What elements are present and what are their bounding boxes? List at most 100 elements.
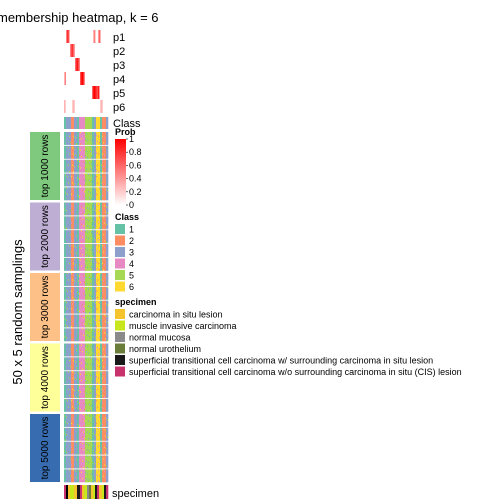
sampling-cell <box>71 153 73 155</box>
sampling-cell <box>96 133 98 135</box>
sampling-cell <box>93 211 95 213</box>
sampling-cell <box>105 179 107 182</box>
sampling-cell <box>102 251 104 254</box>
sampling-cell <box>86 184 88 187</box>
sampling-cell <box>99 246 101 249</box>
sampling-cell <box>66 213 68 216</box>
sampling-cell <box>83 157 85 159</box>
sampling-cell <box>85 164 87 167</box>
sampling-cell <box>87 177 89 179</box>
sampling-cell <box>65 275 67 278</box>
sampling-cell <box>104 193 106 196</box>
sampling-cell <box>101 250 103 252</box>
sampling-cell <box>87 260 89 262</box>
sampling-cell <box>103 264 105 266</box>
sampling-cell <box>67 148 69 150</box>
membership-cell-p6 <box>96 100 98 113</box>
sampling-cell <box>91 275 93 278</box>
sampling-cell <box>82 205 84 207</box>
sampling-cell <box>104 149 106 152</box>
sampling-cell <box>97 150 99 153</box>
sampling-cell <box>99 225 101 227</box>
sampling-cell <box>81 134 83 137</box>
sampling-cell <box>84 240 86 242</box>
sampling-cell <box>83 255 85 257</box>
sampling-cell <box>87 230 89 232</box>
sampling-cell <box>95 230 97 232</box>
sampling-cell <box>82 210 84 212</box>
sampling-cell <box>66 197 68 200</box>
sampling-cell <box>88 189 90 192</box>
sampling-cell <box>70 232 72 235</box>
sampling-cell <box>96 167 98 169</box>
sampling-cell <box>77 177 79 179</box>
sampling-cell <box>80 267 82 270</box>
sampling-cell <box>101 193 103 196</box>
sampling-cell <box>86 274 88 276</box>
sampling-cell <box>80 222 82 225</box>
sampling-cell <box>84 181 86 183</box>
sampling-cell <box>69 269 71 271</box>
sampling-cell <box>78 233 80 236</box>
sampling-cell <box>104 239 106 241</box>
sampling-cell <box>92 276 94 279</box>
sampling-cell <box>85 233 87 236</box>
sampling-cell <box>68 257 70 260</box>
sampling-cell <box>74 143 76 145</box>
sampling-cell <box>86 167 88 169</box>
sampling-cell <box>65 207 67 210</box>
sampling-cell <box>89 233 91 236</box>
sampling-cell <box>64 235 66 237</box>
sampling-cell <box>107 257 109 260</box>
sampling-cell <box>98 153 100 155</box>
sampling-cell <box>78 259 80 261</box>
sampling-cell <box>91 278 93 280</box>
sampling-cell <box>83 198 85 201</box>
sampling-cell <box>95 257 97 260</box>
sampling-cell <box>104 142 106 144</box>
sampling-cell <box>68 145 70 148</box>
sampling-cell <box>84 208 86 211</box>
sampling-cell <box>96 261 98 264</box>
sampling-cell <box>96 145 98 148</box>
sampling-cell <box>66 148 68 150</box>
sampling-cell <box>80 279 82 281</box>
sampling-cell <box>78 210 80 212</box>
sampling-cell <box>94 194 96 197</box>
sampling-cell <box>71 181 73 183</box>
sampling-cell <box>92 167 94 169</box>
sampling-cell <box>66 132 68 134</box>
sampling-cell <box>65 178 67 181</box>
sampling-cell <box>97 155 99 158</box>
sampling-cell <box>71 266 73 269</box>
sampling-cell <box>105 160 107 163</box>
sampling-cell <box>84 193 86 196</box>
sampling-cell <box>68 137 70 139</box>
sampling-cell <box>80 266 82 269</box>
sampling-cell <box>94 171 96 173</box>
sampling-cell <box>100 154 102 157</box>
sampling-cell <box>64 149 66 152</box>
sampling-cell <box>107 244 109 246</box>
sampling-cell <box>76 171 78 173</box>
sampling-cell <box>96 274 98 276</box>
sampling-cell <box>101 210 103 212</box>
sampling-cell <box>64 275 66 278</box>
sampling-cell <box>88 132 90 134</box>
sampling-cell <box>76 205 78 207</box>
sampling-cell <box>101 239 103 241</box>
sampling-cell <box>72 274 74 276</box>
sampling-cell <box>105 235 107 237</box>
sampling-cell <box>107 196 109 198</box>
sampling-cell <box>96 252 98 255</box>
sampling-cell <box>94 160 96 163</box>
sampling-cell <box>106 221 108 223</box>
sampling-cell <box>100 269 102 271</box>
sampling-cell <box>73 168 75 171</box>
membership-cell-p2 <box>101 44 103 57</box>
sampling-cell <box>72 261 74 264</box>
sampling-cell <box>77 159 79 162</box>
sampling-cell <box>102 240 104 242</box>
sampling-cell <box>82 167 84 169</box>
sampling-cell <box>86 223 88 226</box>
